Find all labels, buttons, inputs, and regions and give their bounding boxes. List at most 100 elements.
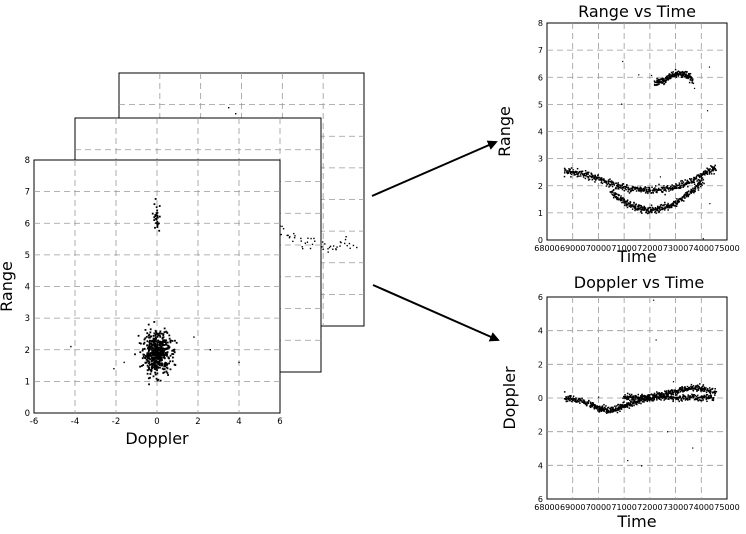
data-point <box>153 337 156 340</box>
data-point <box>664 392 667 395</box>
data-point <box>685 183 687 186</box>
data-point <box>584 169 587 172</box>
data-point <box>682 70 684 73</box>
data-point <box>676 198 678 200</box>
data-point <box>566 170 568 172</box>
x-tick-label: 71000 <box>611 503 636 512</box>
data-point <box>630 396 633 399</box>
data-point <box>166 363 169 366</box>
data-point <box>669 189 672 191</box>
data-point <box>568 168 570 170</box>
data-point <box>628 407 631 409</box>
data-point <box>672 389 674 392</box>
doppler-time-panel: Doppler vs Time 68000 69000 70000 71000 7200… <box>500 273 740 531</box>
back-frame-point <box>289 235 291 238</box>
data-point <box>708 169 710 171</box>
data-point <box>613 183 615 185</box>
data-point <box>565 397 567 400</box>
data-point <box>635 203 637 205</box>
data-point <box>166 372 169 374</box>
data-point <box>673 75 676 78</box>
data-point <box>193 336 195 338</box>
data-point <box>582 176 585 178</box>
data-point <box>656 209 659 212</box>
data-point <box>695 397 697 399</box>
data-point <box>690 191 692 194</box>
data-point <box>569 399 571 402</box>
data-point <box>659 395 662 398</box>
data-point <box>587 402 590 405</box>
data-point <box>669 187 671 189</box>
back-frame-point <box>300 237 302 240</box>
y-axis-label: Doppler <box>500 366 519 430</box>
data-point <box>156 332 159 335</box>
data-point <box>148 367 151 370</box>
data-point <box>605 411 607 413</box>
back-frame-point <box>349 247 351 250</box>
data-point <box>627 187 630 189</box>
data-point <box>655 188 657 191</box>
data-point <box>710 395 713 397</box>
data-point <box>692 180 694 183</box>
data-point <box>640 206 642 208</box>
data-point <box>622 186 625 188</box>
data-point <box>711 387 714 390</box>
data-point <box>152 359 155 362</box>
data-point <box>709 390 712 392</box>
data-point <box>650 397 652 399</box>
data-point <box>638 207 640 209</box>
data-point <box>165 341 167 344</box>
data-point <box>614 405 616 407</box>
data-point <box>666 206 669 209</box>
data-point <box>144 328 147 331</box>
data-point <box>152 337 155 340</box>
data-point <box>172 353 175 355</box>
data-point <box>147 334 150 337</box>
data-point <box>690 178 693 180</box>
data-point <box>702 173 704 175</box>
data-point <box>616 197 618 200</box>
data-point <box>574 398 576 401</box>
data-point <box>664 188 666 190</box>
data-point <box>620 195 622 197</box>
data-point <box>682 391 684 393</box>
data-point <box>675 396 677 399</box>
data-point <box>637 393 640 396</box>
data-point <box>686 194 688 197</box>
data-point <box>712 168 714 170</box>
data-point <box>625 397 627 400</box>
y-tick-label: 6 <box>538 293 543 302</box>
data-point <box>648 399 651 402</box>
data-point <box>677 396 680 399</box>
data-point <box>158 353 161 356</box>
data-point <box>571 400 573 403</box>
data-point <box>710 170 712 173</box>
data-point <box>164 340 167 342</box>
data-point <box>609 185 611 187</box>
data-point <box>618 184 620 186</box>
data-point <box>159 332 161 335</box>
data-point <box>586 175 589 178</box>
data-point <box>586 404 588 406</box>
back-frame-point <box>281 225 283 228</box>
data-point <box>563 398 566 400</box>
data-point <box>643 399 645 402</box>
data-point <box>591 175 594 178</box>
data-point <box>700 395 703 398</box>
data-point <box>671 75 673 78</box>
x-tick-label: 0 <box>154 417 159 427</box>
back-frame-point <box>328 246 331 249</box>
data-point <box>713 166 716 168</box>
data-point <box>676 71 679 73</box>
data-point <box>677 392 679 394</box>
data-point <box>648 212 650 214</box>
data-point <box>594 176 597 178</box>
data-point <box>567 172 570 174</box>
y-tick-label: 4 <box>538 128 543 137</box>
data-point <box>679 391 682 393</box>
data-point <box>697 182 700 184</box>
data-point <box>663 80 665 82</box>
data-point <box>575 173 578 175</box>
data-point <box>636 403 638 406</box>
data-point <box>639 207 641 210</box>
